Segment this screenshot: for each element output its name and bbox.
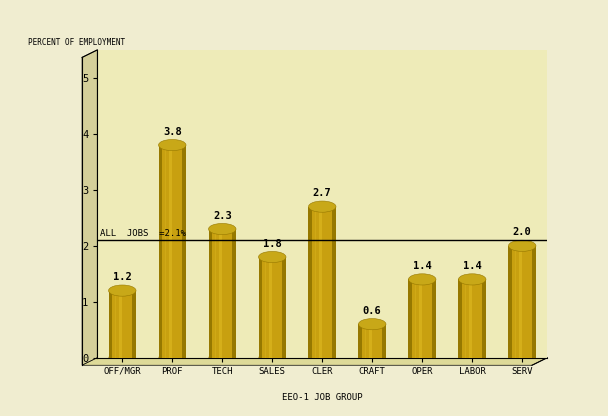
Text: 2.0: 2.0	[513, 228, 531, 238]
Polygon shape	[82, 50, 97, 365]
Ellipse shape	[359, 352, 386, 363]
Polygon shape	[315, 207, 316, 358]
Ellipse shape	[308, 352, 336, 363]
Polygon shape	[462, 280, 482, 358]
Polygon shape	[312, 207, 333, 358]
Polygon shape	[432, 280, 436, 358]
Ellipse shape	[159, 352, 186, 363]
Text: 2.3: 2.3	[213, 210, 232, 220]
Polygon shape	[333, 207, 336, 358]
Text: 1.4: 1.4	[463, 261, 482, 271]
Polygon shape	[283, 257, 286, 358]
Polygon shape	[514, 246, 516, 358]
Polygon shape	[212, 229, 232, 358]
Ellipse shape	[108, 352, 136, 363]
Ellipse shape	[409, 274, 436, 285]
Ellipse shape	[209, 223, 236, 235]
Text: 1.2: 1.2	[113, 272, 132, 282]
Polygon shape	[362, 324, 382, 358]
Ellipse shape	[409, 352, 436, 363]
Polygon shape	[508, 246, 512, 358]
Ellipse shape	[508, 240, 536, 251]
Text: EEO-1 JOB GROUP: EEO-1 JOB GROUP	[282, 393, 362, 402]
Polygon shape	[209, 229, 212, 358]
Polygon shape	[162, 145, 182, 358]
Polygon shape	[112, 291, 133, 358]
Polygon shape	[533, 246, 536, 358]
Polygon shape	[159, 145, 162, 358]
Ellipse shape	[458, 274, 486, 285]
Polygon shape	[319, 207, 322, 358]
Polygon shape	[169, 145, 171, 358]
Polygon shape	[119, 291, 122, 358]
Polygon shape	[133, 291, 136, 358]
Ellipse shape	[159, 139, 186, 151]
Text: PERCENT OF EMPLOYMENT: PERCENT OF EMPLOYMENT	[27, 38, 125, 47]
Polygon shape	[512, 246, 533, 358]
Polygon shape	[482, 280, 486, 358]
Polygon shape	[369, 324, 371, 358]
Ellipse shape	[209, 352, 236, 363]
Polygon shape	[365, 324, 366, 358]
Text: 1.4: 1.4	[413, 261, 432, 271]
Polygon shape	[359, 324, 362, 358]
Polygon shape	[419, 280, 421, 358]
Polygon shape	[219, 229, 221, 358]
Ellipse shape	[508, 352, 536, 363]
Polygon shape	[269, 257, 272, 358]
Polygon shape	[415, 280, 416, 358]
Polygon shape	[469, 280, 472, 358]
Ellipse shape	[258, 251, 286, 262]
Polygon shape	[458, 280, 462, 358]
Polygon shape	[519, 246, 522, 358]
Polygon shape	[258, 257, 262, 358]
Ellipse shape	[108, 285, 136, 296]
Text: 3.8: 3.8	[163, 127, 182, 137]
Polygon shape	[465, 280, 466, 358]
Text: 0.6: 0.6	[363, 306, 382, 316]
Text: ALL  JOBS  =2.1%: ALL JOBS =2.1%	[100, 229, 186, 238]
Ellipse shape	[258, 352, 286, 363]
Polygon shape	[115, 291, 116, 358]
Polygon shape	[165, 145, 167, 358]
Polygon shape	[108, 291, 112, 358]
Text: 1.8: 1.8	[263, 239, 282, 249]
Polygon shape	[264, 257, 266, 358]
Ellipse shape	[359, 319, 386, 330]
Polygon shape	[215, 229, 216, 358]
Polygon shape	[182, 145, 186, 358]
Polygon shape	[308, 207, 312, 358]
Polygon shape	[382, 324, 386, 358]
Polygon shape	[412, 280, 432, 358]
Ellipse shape	[458, 352, 486, 363]
Polygon shape	[232, 229, 236, 358]
Polygon shape	[409, 280, 412, 358]
Text: 2.7: 2.7	[313, 188, 331, 198]
Polygon shape	[82, 358, 547, 365]
Ellipse shape	[308, 201, 336, 212]
Polygon shape	[262, 257, 283, 358]
